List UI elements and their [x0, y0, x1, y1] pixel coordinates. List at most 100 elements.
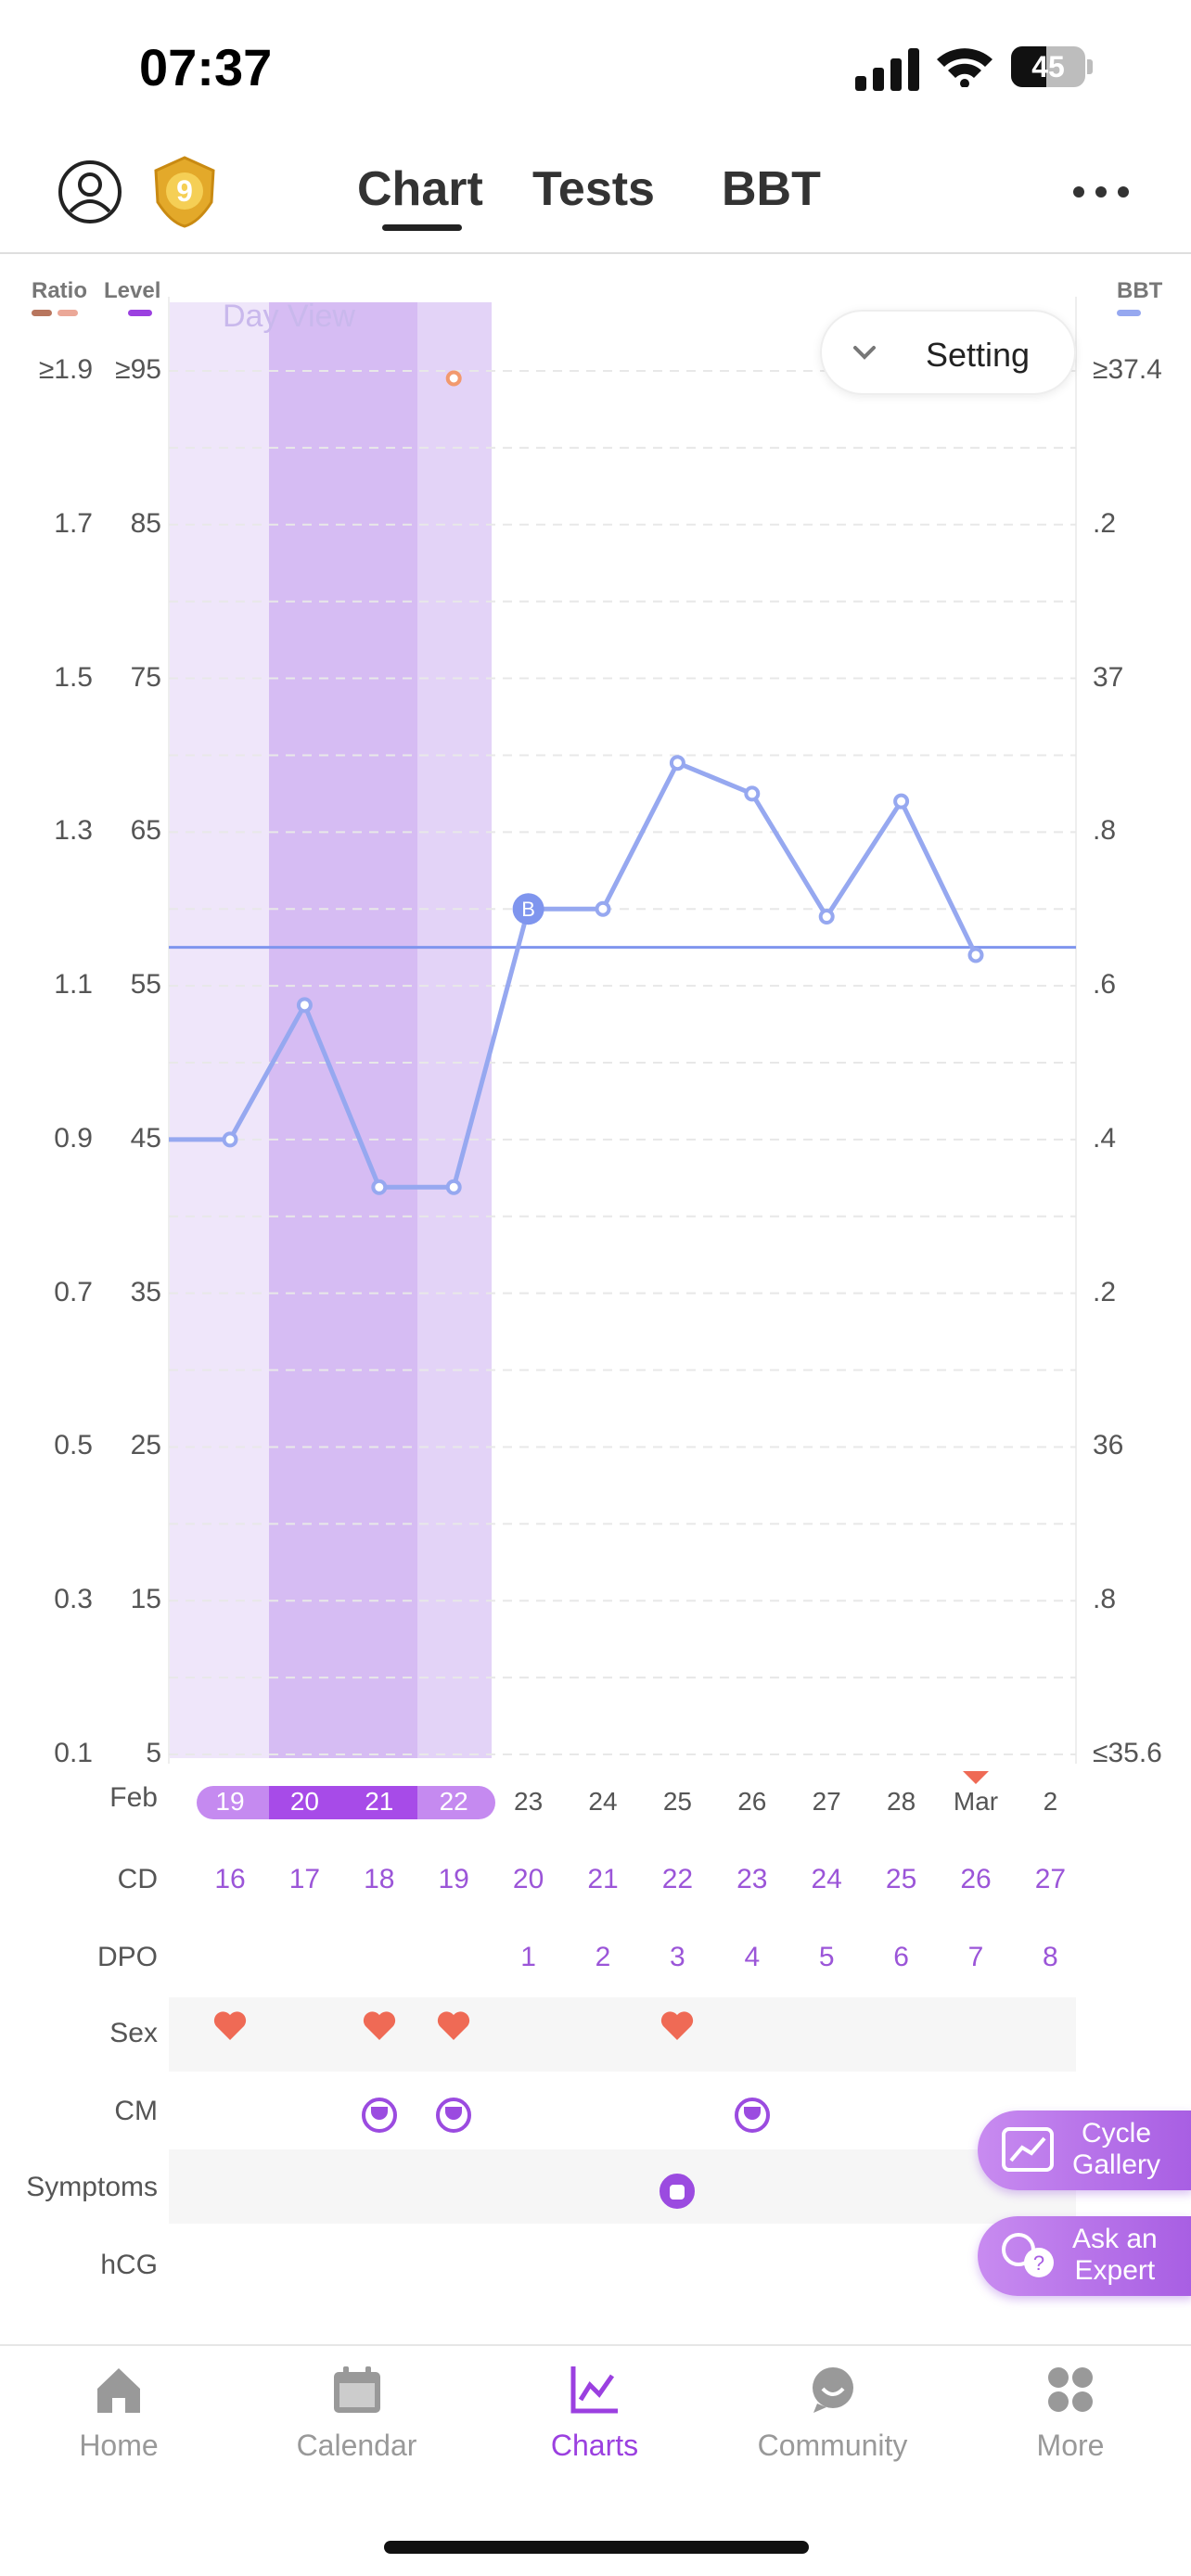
active-tab-indicator — [382, 224, 462, 231]
dpo-cell: 7 — [967, 1942, 984, 1972]
expert-chat-icon: ? — [1002, 2233, 1054, 2277]
bbt-tick-label: ≥37.4 — [1093, 354, 1162, 385]
cd-row-label: CD — [117, 1864, 158, 1894]
heart-icon — [212, 2010, 248, 2047]
wifi-icon — [937, 48, 992, 87]
tab-bbt[interactable]: BBT — [722, 162, 821, 216]
expert-line1: Ask an — [1072, 2224, 1158, 2254]
date-cell: 27 — [812, 1787, 841, 1816]
cd-cell: 17 — [288, 1864, 321, 1894]
date-cell: Mar — [953, 1787, 999, 1816]
date-cell: 26 — [737, 1787, 767, 1816]
home-indicator — [384, 2541, 809, 2554]
coverline-start-marker — [512, 893, 544, 925]
ratio-axis-title: Ratio — [32, 278, 87, 303]
tab-label: Charts — [550, 2429, 639, 2462]
date-cell: 21 — [365, 1787, 394, 1816]
status-time: 07:37 — [139, 38, 273, 96]
bbt-tick-label: .8 — [1093, 815, 1117, 847]
tab-tests[interactable]: Tests — [532, 162, 655, 216]
date-cell: 19 — [215, 1787, 245, 1816]
bbt-point — [893, 793, 910, 810]
battery-icon: 45 — [1011, 46, 1093, 87]
date-pill-22 — [417, 1786, 495, 1819]
cycle-gallery-button[interactable]: Cycle Gallery — [978, 2111, 1191, 2190]
bbt-point — [818, 909, 835, 925]
month-label: Feb — [109, 1782, 158, 1813]
badge-shield-icon — [154, 156, 215, 228]
level-tick-label: 45 — [130, 1122, 161, 1154]
tab-label: Home — [79, 2429, 159, 2462]
ratio-tick-label: 1.3 — [54, 815, 93, 847]
fertile-band-22 — [417, 302, 492, 1758]
ratio-tick-label: 0.9 — [54, 1122, 93, 1154]
level-badge[interactable]: 9 — [152, 156, 217, 228]
dpo-cell: 8 — [1043, 1942, 1058, 1972]
bbt-axis-title: BBT — [1117, 278, 1163, 303]
ratio-tick-label: 1.5 — [54, 661, 93, 693]
bbt-tick-label: .4 — [1093, 1122, 1117, 1154]
ratio-legend-swatch-2 — [58, 310, 78, 316]
ratio-tick-label: 1.1 — [54, 969, 93, 1001]
bbt-chart[interactable]: B — [0, 297, 1191, 1780]
dpo-cell: 5 — [818, 1942, 835, 1972]
sex-row-band — [169, 1997, 1076, 2072]
date-cell: 23 — [514, 1787, 544, 1816]
cervical-mucus-icon — [436, 2098, 472, 2133]
level-tick-label: 5 — [146, 1738, 161, 1768]
ratio-tick-label: 0.1 — [54, 1738, 93, 1768]
tab-charts[interactable]: Charts — [502, 2363, 687, 2463]
gallery-line1: Cycle — [1082, 2118, 1152, 2149]
date-cell: 2 — [1043, 1787, 1058, 1816]
bbt-point — [744, 785, 761, 802]
tab-more[interactable]: More — [978, 2363, 1163, 2463]
heart-icon — [660, 2010, 695, 2047]
gallery-chart-icon — [1002, 2127, 1054, 2172]
more-options-icon[interactable] — [1072, 185, 1130, 198]
tab-chart[interactable]: Chart — [357, 162, 483, 216]
ratio-tick-label: 0.5 — [54, 1430, 93, 1461]
tab-label: More — [1036, 2429, 1105, 2462]
tab-home[interactable]: Home — [26, 2363, 211, 2463]
dpo-row-label: DPO — [96, 1942, 158, 1972]
date-cell: 25 — [662, 1787, 692, 1816]
bbt-tick-label: .2 — [1093, 507, 1117, 539]
date-cell: 28 — [887, 1787, 916, 1816]
dpo-cell: 6 — [893, 1942, 909, 1972]
cervical-mucus-icon — [734, 2098, 770, 2133]
dpo-cell: 4 — [744, 1942, 761, 1972]
bbt-point — [595, 900, 611, 917]
tab-calendar[interactable]: Calendar — [264, 2363, 450, 2463]
today-marker-icon — [963, 1771, 989, 1784]
level-legend-swatch — [128, 310, 152, 316]
heart-icon — [436, 2010, 471, 2047]
ask-expert-button[interactable]: ? Ask an Expert — [978, 2216, 1191, 2296]
gallery-line2: Gallery — [1072, 2149, 1161, 2180]
profile-icon[interactable] — [58, 159, 122, 224]
battery-level: 45 — [1031, 50, 1065, 83]
tab-community[interactable]: Community — [740, 2363, 926, 2463]
bbt-tick-label: ≤35.6 — [1093, 1738, 1162, 1768]
level-tick-label: 85 — [130, 507, 161, 539]
setting-button[interactable]: Setting — [820, 310, 1076, 395]
level-tick-label: 75 — [130, 661, 161, 693]
tab-label: Community — [757, 2429, 908, 2462]
cd-cell: 18 — [364, 1864, 395, 1894]
cellular-signal-icon — [855, 48, 919, 91]
heart-icon — [362, 2010, 397, 2047]
svg-text:?: ? — [1033, 2251, 1044, 2275]
bbt-point — [296, 997, 313, 1014]
dpo-cell: 3 — [670, 1942, 685, 1972]
calendar-icon — [264, 2363, 450, 2421]
date-cell: 20 — [289, 1787, 319, 1816]
bbt-tick-label: .6 — [1093, 969, 1117, 1001]
hcg-row-label: hCG — [100, 2250, 158, 2280]
badge-level-number: 9 — [176, 174, 193, 208]
cd-cell: 20 — [512, 1864, 544, 1894]
date-pill-19 — [197, 1786, 269, 1819]
cd-cell: 21 — [587, 1864, 619, 1894]
bbt-point — [222, 1131, 238, 1148]
symptoms-row-label: Symptoms — [26, 2172, 158, 2202]
cervical-mucus-icon — [361, 2098, 397, 2133]
coverline-start-label: B — [521, 898, 535, 921]
